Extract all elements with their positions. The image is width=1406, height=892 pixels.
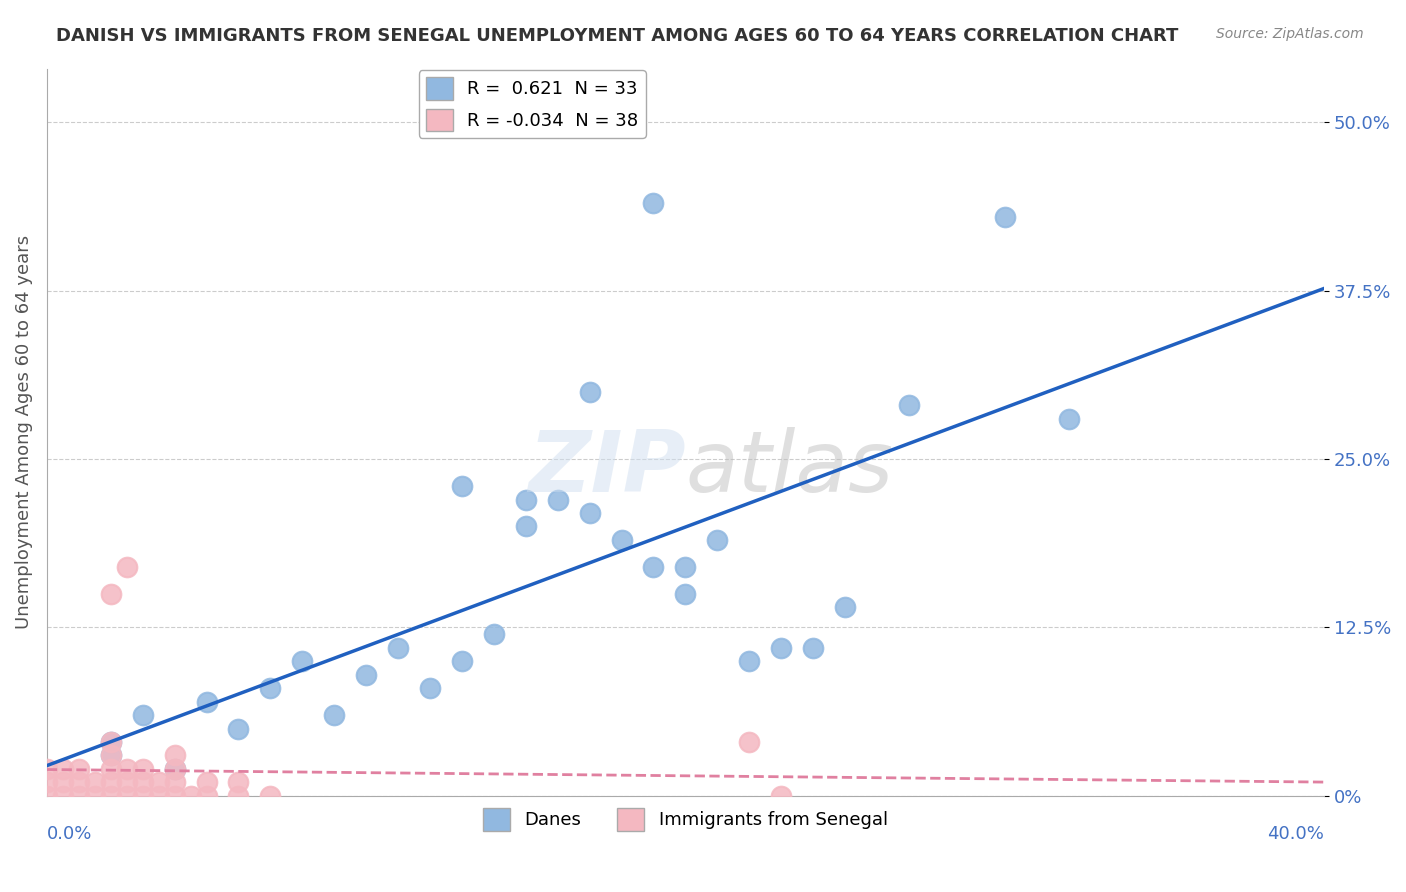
Point (515, 492, 537, 507)
Y-axis label: Unemployment Among Ages 60 to 64 years: Unemployment Among Ages 60 to 64 years (15, 235, 32, 629)
Point (100, 775, 122, 789)
Point (163, 762, 186, 776)
Point (115, 775, 138, 789)
Point (515, 519, 537, 533)
Text: DANISH VS IMMIGRANTS FROM SENEGAL UNEMPLOYMENT AMONG AGES 60 TO 64 YEARS CORRELA: DANISH VS IMMIGRANTS FROM SENEGAL UNEMPL… (56, 27, 1178, 45)
Point (770, 640, 793, 655)
Point (131, 775, 153, 789)
Point (67, 789, 90, 803)
Point (1057, 411, 1080, 425)
Point (354, 667, 377, 681)
Point (115, 762, 138, 776)
Point (131, 789, 153, 803)
Point (259, 681, 281, 695)
Point (673, 587, 696, 601)
Point (52, 762, 75, 776)
Point (994, 210, 1017, 224)
Point (801, 640, 824, 655)
Point (482, 627, 505, 641)
Point (195, 775, 218, 789)
Point (131, 762, 153, 776)
Point (578, 384, 600, 399)
Point (100, 735, 122, 749)
Point (35, 762, 58, 776)
Point (83, 775, 105, 789)
Text: ZIP: ZIP (527, 427, 685, 510)
Point (738, 654, 761, 668)
Point (706, 533, 728, 547)
Legend: Danes, Immigrants from Senegal: Danes, Immigrants from Senegal (475, 801, 896, 838)
Point (115, 560, 138, 574)
Point (180, 789, 202, 803)
Point (52, 775, 75, 789)
Point (115, 789, 138, 803)
Point (673, 560, 696, 574)
Point (610, 533, 633, 547)
Point (738, 735, 761, 749)
Point (83, 789, 105, 803)
Point (35, 789, 58, 803)
Point (163, 775, 186, 789)
Point (148, 789, 170, 803)
Point (643, 196, 665, 211)
Point (770, 789, 793, 803)
Point (547, 492, 569, 507)
Point (163, 762, 186, 776)
Point (578, 506, 600, 520)
Point (228, 722, 250, 736)
Point (897, 398, 920, 412)
Point (195, 695, 218, 709)
Point (100, 748, 122, 763)
Point (100, 762, 122, 776)
Point (52, 789, 75, 803)
Point (451, 654, 474, 668)
Point (834, 600, 856, 615)
Point (419, 681, 441, 695)
Point (643, 560, 665, 574)
Point (259, 789, 281, 803)
Point (67, 775, 90, 789)
Point (35, 775, 58, 789)
Point (100, 587, 122, 601)
Text: atlas: atlas (685, 427, 893, 510)
Point (67, 762, 90, 776)
Point (451, 479, 474, 493)
Point (228, 775, 250, 789)
Point (195, 789, 218, 803)
Point (100, 735, 122, 749)
Point (163, 789, 186, 803)
Point (100, 748, 122, 763)
Point (148, 775, 170, 789)
Point (323, 708, 346, 723)
Text: 40.0%: 40.0% (1267, 825, 1324, 843)
Text: Source: ZipAtlas.com: Source: ZipAtlas.com (1216, 27, 1364, 41)
Point (163, 748, 186, 763)
Text: 0.0%: 0.0% (46, 825, 93, 843)
Point (228, 789, 250, 803)
Point (387, 640, 409, 655)
Point (100, 789, 122, 803)
Point (131, 708, 153, 723)
Point (291, 654, 314, 668)
